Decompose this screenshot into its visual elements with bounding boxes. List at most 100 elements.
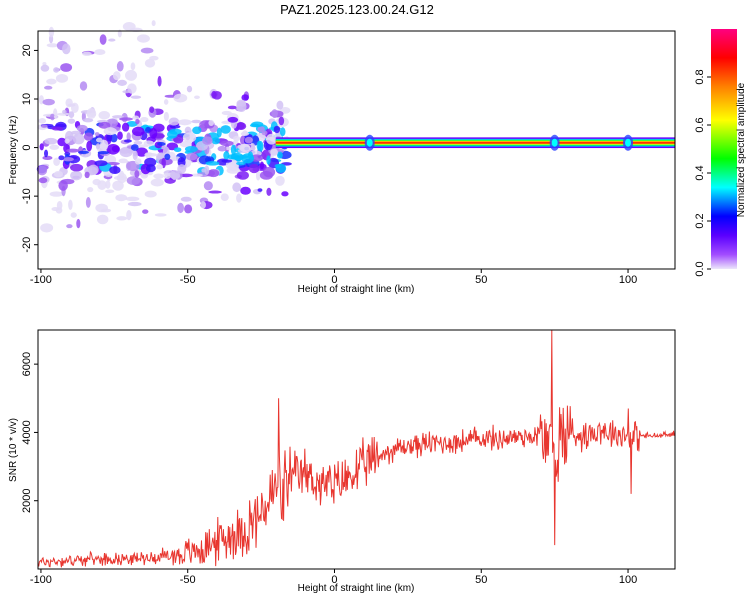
spectral-blob <box>56 200 63 210</box>
spectral-blob <box>51 126 64 131</box>
spectral-blob <box>109 166 121 175</box>
spectral-blob <box>94 49 106 56</box>
spectral-blob <box>145 164 156 173</box>
spectral-blob <box>98 111 111 120</box>
spectral-blob <box>105 180 111 189</box>
colorbar-tick-label: 0.2 <box>694 213 706 228</box>
spectral-blob <box>42 155 53 161</box>
bright-feature-core <box>551 138 558 147</box>
spectral-blob <box>55 73 69 83</box>
spectral-blob <box>257 126 265 133</box>
spectral-blob <box>82 117 94 123</box>
spectral-blob <box>97 180 107 190</box>
spectral-blob <box>116 172 127 184</box>
spectral-blob <box>251 143 256 150</box>
spectral-blob <box>49 113 55 121</box>
spectral-blob <box>117 29 122 38</box>
spectral-blob <box>98 121 111 129</box>
spectral-blob <box>70 170 83 181</box>
spectral-blob <box>177 119 192 126</box>
spectral-blob <box>78 150 89 155</box>
spectral-blob <box>116 216 128 221</box>
spectral-blob <box>95 137 103 143</box>
snr-x-ticks: -100 -50 0 50 100 <box>30 569 637 586</box>
spectral-blob <box>216 127 222 138</box>
spectral-blob <box>255 170 261 181</box>
spectral-blob <box>130 144 139 151</box>
spectral-blob <box>240 186 251 195</box>
spectral-blob <box>68 111 75 119</box>
spectral-blob <box>86 108 97 119</box>
spectral-blob <box>274 164 282 169</box>
spectral-blob <box>126 132 131 141</box>
spectral-blob <box>273 125 281 134</box>
spectral-blob <box>62 109 67 115</box>
spectral-blob <box>70 163 84 172</box>
spectral-blob <box>207 169 220 178</box>
y-tick-label: 10 <box>21 93 33 105</box>
spectral-blob <box>94 160 108 167</box>
spectral-blob <box>130 62 136 71</box>
spectral-blob <box>85 196 91 208</box>
spectral-blob <box>259 170 273 180</box>
spectral-blob <box>100 139 109 151</box>
y-tick-label: 2000 <box>21 488 33 512</box>
snr-background <box>38 330 675 569</box>
spectral-blob <box>232 182 242 193</box>
spectral-blob <box>48 26 55 38</box>
spectral-blob <box>87 186 94 193</box>
spectral-blob <box>53 170 64 178</box>
spectral-blob <box>192 126 202 135</box>
x-tick-label: -50 <box>180 274 196 286</box>
spectral-blob <box>108 38 116 42</box>
spectral-blob <box>230 144 237 156</box>
spectral-blob <box>236 171 249 180</box>
spectrogram-tone <box>275 134 675 151</box>
spectral-blob <box>190 173 203 177</box>
spectral-blob <box>76 218 81 229</box>
spectral-blob <box>132 115 140 120</box>
spectral-blob <box>276 100 284 110</box>
spectral-blob <box>205 161 220 166</box>
chart-title: PAZ1.2025.123.00.24.G12 <box>280 2 434 17</box>
spectral-blob <box>106 133 113 142</box>
spectral-blob <box>57 137 67 147</box>
colorbar-gradient <box>711 29 737 269</box>
spectral-blob <box>38 118 47 124</box>
spectral-blob <box>281 191 289 197</box>
spectral-blob <box>182 132 197 143</box>
spectral-blob <box>184 204 193 214</box>
spectral-blob <box>140 117 149 123</box>
spectral-blob <box>60 63 73 72</box>
colorbar-tick-label: 0.6 <box>694 117 706 132</box>
x-tick-label: 50 <box>475 274 487 286</box>
spectral-blob <box>53 115 59 119</box>
x-tick-label: 100 <box>619 574 637 586</box>
spectral-blob <box>153 173 165 179</box>
spectral-blob <box>204 165 210 176</box>
colorbar-label: Normalized spectral amplitude <box>736 82 747 217</box>
spectral-blob <box>97 151 110 155</box>
spectral-blob <box>170 169 180 180</box>
y-tick-label: 6000 <box>21 352 33 376</box>
colorbar-tick-label: 0.4 <box>694 165 706 180</box>
spectral-blob <box>142 209 149 214</box>
spectral-blob <box>236 101 247 113</box>
spectral-blob <box>151 20 156 27</box>
spectrogram-x-label: Height of straight line (km) <box>298 284 415 295</box>
spectral-blob <box>72 133 85 145</box>
spectral-blob <box>225 146 233 151</box>
colorbar-tick-label: 0.8 <box>694 69 706 84</box>
spectral-blob <box>157 75 162 87</box>
spectral-blob <box>133 140 143 145</box>
spectral-blob <box>112 180 124 191</box>
spectral-blob <box>132 150 138 161</box>
spectral-blob <box>168 117 180 126</box>
spectral-blob <box>112 115 124 119</box>
x-tick-label: 100 <box>619 274 637 286</box>
spectrogram-frame <box>37 30 676 270</box>
spectral-blob <box>247 151 253 160</box>
x-tick-label: 0 <box>331 574 337 586</box>
y-tick-label: -10 <box>21 188 33 204</box>
